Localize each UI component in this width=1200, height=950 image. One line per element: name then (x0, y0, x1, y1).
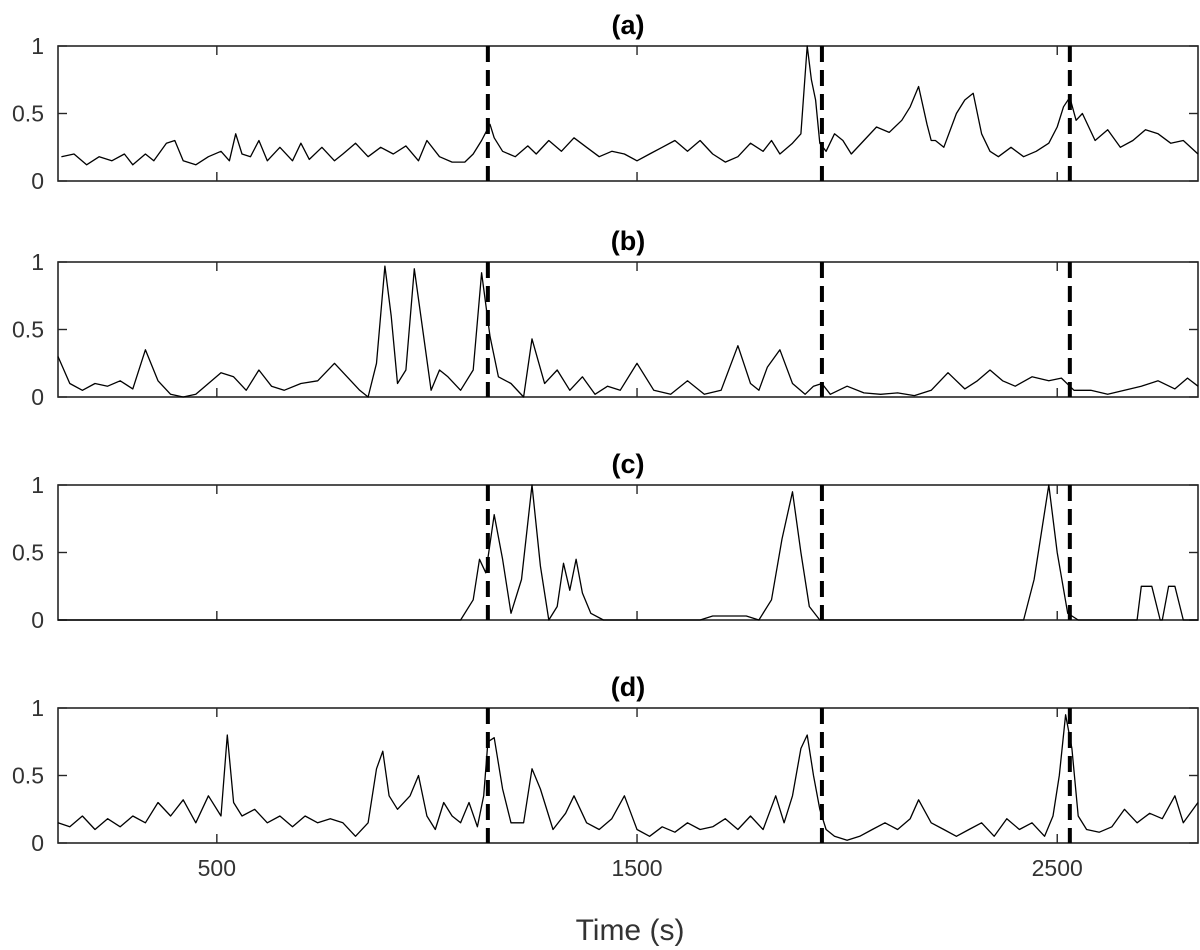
series-line-a-0 (61, 45, 1199, 166)
panel-title-d: (d) (611, 672, 645, 702)
ytick-label-d-0: 0 (31, 830, 44, 856)
xtick-label-d-0: 500 (198, 855, 236, 881)
series-line-b-0 (57, 265, 1199, 398)
ytick-label-b-1: 0.5 (12, 317, 44, 343)
ytick-label-b-2: 1 (31, 249, 44, 275)
ytick-label-c-0: 0 (31, 607, 44, 633)
ytick-label-b-0: 0 (31, 384, 44, 410)
panel-title-a: (a) (612, 10, 645, 40)
ytick-label-a-1: 0.5 (12, 101, 44, 127)
ytick-label-d-2: 1 (31, 695, 44, 721)
ytick-label-c-1: 0.5 (12, 540, 44, 566)
axes-box-d (57, 707, 1199, 844)
series-line-d-0 (57, 714, 1199, 841)
ytick-label-a-2: 1 (31, 33, 44, 59)
panel-c: (c) 0 0.5 1 (12, 449, 1199, 633)
axes-box-c (57, 484, 1199, 621)
ytick-label-d-1: 0.5 (12, 763, 44, 789)
panel-title-c: (c) (612, 449, 645, 479)
axes-box-b (57, 261, 1199, 398)
xtick-label-d-1: 1500 (611, 855, 662, 881)
panel-a: (a) 0 0.5 1 (12, 10, 1199, 194)
panel-b: (b) 0 0.5 1 (12, 226, 1199, 410)
ytick-label-a-0: 0 (31, 168, 44, 194)
xtick-label-d-2: 2500 (1032, 855, 1083, 881)
series-line-c-0 (58, 484, 1198, 621)
ytick-label-c-2: 1 (31, 472, 44, 498)
axes-box-a (57, 45, 1199, 182)
x-axis-label: Time (s) (576, 914, 685, 947)
panel-title-b: (b) (611, 226, 645, 256)
